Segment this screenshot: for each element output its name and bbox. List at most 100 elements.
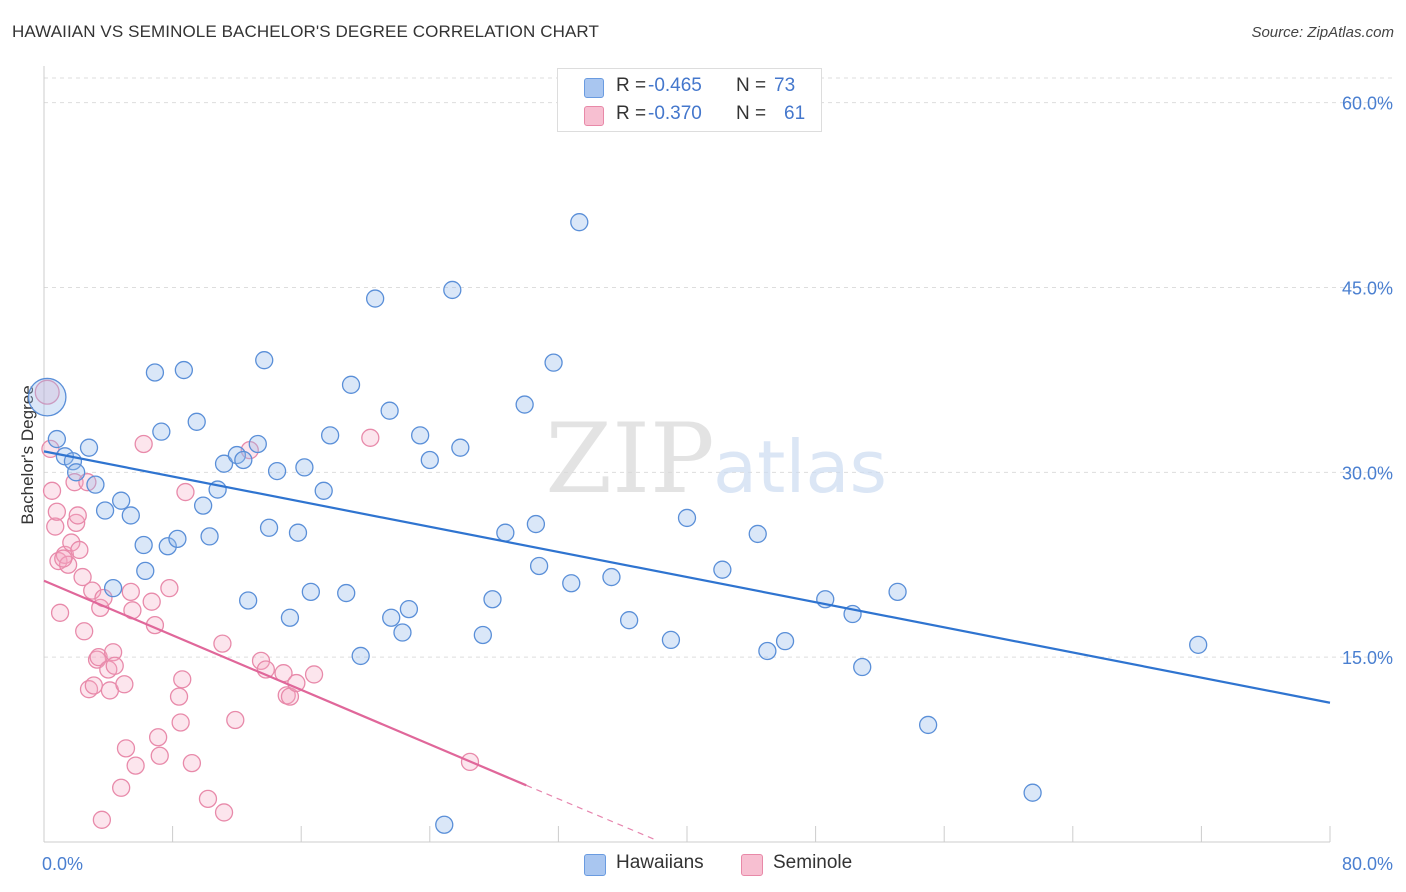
chart-title: HAWAIIAN VS SEMINOLE BACHELOR'S DEGREE C… bbox=[12, 22, 599, 41]
hawaiians-point bbox=[529, 556, 549, 576]
hawaiians-point bbox=[382, 608, 401, 627]
tick-labels: 15.0% 30.0% 45.0% 60.0% 0.0% 80.0% bbox=[42, 94, 1393, 874]
hawaiians-point bbox=[79, 438, 99, 457]
hawaiians-point bbox=[134, 535, 153, 555]
n-value: 73 bbox=[774, 75, 796, 96]
y-tick-label: 45.0% bbox=[1342, 278, 1393, 298]
hawaiians-point bbox=[121, 506, 140, 525]
hawaiians-point bbox=[248, 434, 267, 454]
seminole-point bbox=[134, 434, 153, 454]
hawaiians-point bbox=[619, 611, 639, 630]
seminole-point bbox=[169, 687, 189, 706]
seminole-point bbox=[105, 656, 124, 675]
hawaiians-point bbox=[314, 481, 333, 500]
n-value: 61 bbox=[784, 103, 806, 124]
seminole-point bbox=[68, 506, 87, 525]
hawaiians-point bbox=[451, 438, 470, 457]
legend-label: Hawaiians bbox=[616, 852, 704, 873]
hawaiians-point bbox=[86, 475, 105, 494]
hawaiians-point bbox=[193, 496, 213, 515]
hawaiians-point bbox=[420, 450, 439, 470]
hawaiians-point bbox=[320, 426, 340, 445]
r-value: -0.370 bbox=[648, 103, 702, 124]
seminole-point bbox=[171, 713, 190, 732]
seminole-point bbox=[46, 517, 65, 536]
hawaiians-point bbox=[337, 583, 356, 603]
hawaiians-point bbox=[187, 412, 206, 431]
seminole-point bbox=[304, 665, 324, 684]
legend-label: Seminole bbox=[773, 852, 853, 873]
hawaiians-point bbox=[853, 657, 872, 677]
hawaiians-point bbox=[758, 641, 777, 661]
seminole-point bbox=[42, 481, 62, 500]
seminole-point bbox=[214, 803, 234, 822]
hawaiians-point bbox=[435, 815, 454, 834]
hawaiians-point bbox=[288, 523, 308, 542]
seminole-point bbox=[126, 756, 145, 775]
r-value: -0.465 bbox=[648, 75, 702, 96]
hawaiians-point bbox=[168, 529, 187, 549]
seminole-point bbox=[54, 549, 73, 568]
hawaiians-point bbox=[562, 574, 581, 593]
hawaiians-point bbox=[214, 454, 234, 473]
seminole-point bbox=[58, 555, 78, 574]
hawaiians-point bbox=[888, 582, 907, 602]
seminole-point bbox=[92, 810, 112, 829]
hawaiians-point bbox=[234, 450, 253, 470]
seminole-point bbox=[34, 379, 60, 405]
y-tick-label: 15.0% bbox=[1342, 648, 1393, 668]
seminole-point bbox=[84, 676, 103, 695]
seminole-point bbox=[182, 753, 202, 773]
hawaiians-point bbox=[918, 715, 938, 735]
hawaiians-points bbox=[27, 213, 1208, 834]
x-tick-label: 80.0% bbox=[1342, 854, 1393, 874]
hawaiians-point bbox=[145, 363, 165, 382]
hawaiians-point bbox=[661, 630, 681, 650]
hawaiians-point bbox=[152, 422, 171, 441]
legend-row-seminole: R = -0.370 N = 61 bbox=[558, 101, 821, 129]
seminole-point bbox=[103, 643, 123, 662]
r-label: R = bbox=[616, 103, 647, 124]
hawaiians-point bbox=[67, 463, 86, 482]
hawaiians-point bbox=[775, 631, 795, 651]
hawaiians-trend-line bbox=[43, 450, 1331, 704]
seminole-point bbox=[142, 592, 161, 611]
seminole-swatch bbox=[741, 854, 763, 876]
hawaiians-point bbox=[496, 523, 515, 542]
hawaiians-point bbox=[295, 458, 314, 477]
hawaiians-point bbox=[280, 608, 300, 627]
watermark-zip: ZIP bbox=[545, 403, 714, 515]
seminole-point bbox=[73, 567, 92, 587]
hawaiians-point bbox=[95, 501, 115, 520]
hawaiians-point bbox=[473, 625, 492, 645]
hawaiians-point bbox=[301, 582, 320, 602]
hawaiians-point bbox=[112, 491, 131, 510]
hawaiians-point bbox=[47, 429, 67, 449]
legend-row-hawaiians: R = -0.465 N = 73 bbox=[558, 73, 821, 101]
hawaiians-point bbox=[259, 518, 279, 537]
hawaiians-point bbox=[748, 524, 767, 544]
seminole-point bbox=[70, 540, 89, 560]
seminole-point bbox=[75, 622, 94, 641]
hawaiians-point bbox=[174, 360, 194, 380]
hawaiians-point bbox=[515, 395, 534, 414]
hawaiians-point bbox=[1023, 783, 1042, 802]
seminole-point bbox=[226, 710, 245, 730]
seminole-point bbox=[148, 728, 168, 747]
hawaiians-point bbox=[411, 426, 430, 445]
seminole-point bbox=[47, 502, 67, 521]
hawaiians-point bbox=[602, 567, 621, 587]
hawaiians-point bbox=[351, 646, 370, 666]
n-label: N = bbox=[736, 103, 767, 124]
zipatlas-watermark: ZIP atlas bbox=[545, 403, 887, 515]
hawaiians-point bbox=[341, 375, 361, 394]
seminole-trend-extension bbox=[526, 784, 656, 841]
hawaiians-swatch bbox=[584, 854, 606, 876]
hawaiians-swatch bbox=[584, 78, 604, 98]
hawaiians-point bbox=[393, 623, 412, 642]
seminole-trend-line bbox=[43, 579, 527, 787]
watermark-atlas: atlas bbox=[713, 425, 887, 509]
trend-lines bbox=[43, 450, 1331, 841]
hawaiians-point bbox=[136, 561, 155, 581]
